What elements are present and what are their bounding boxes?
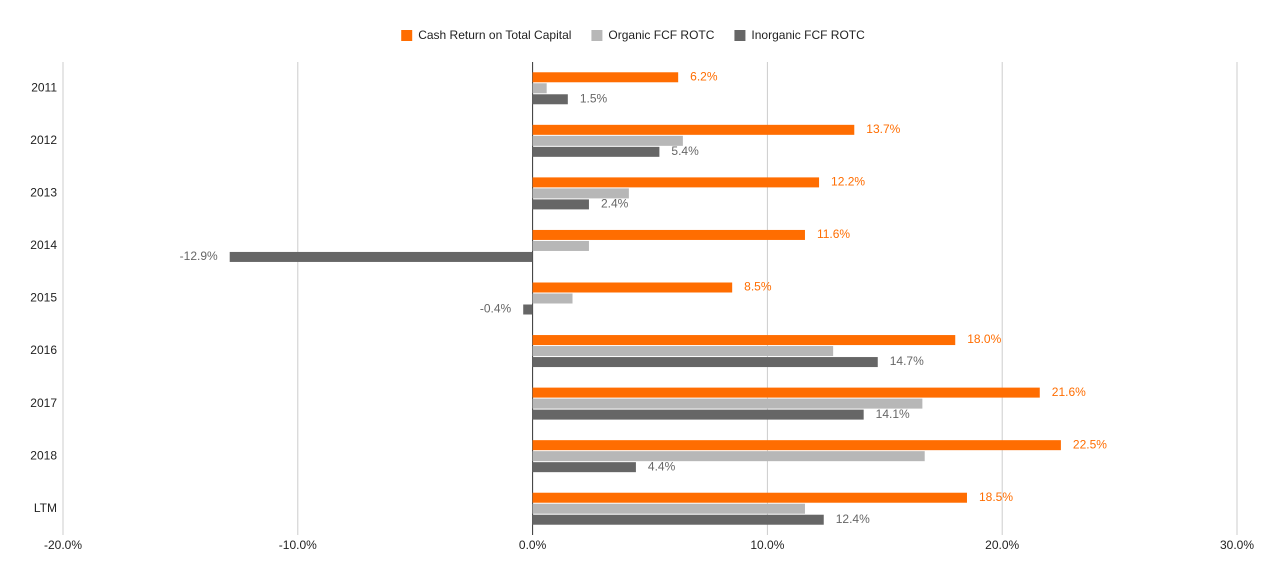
bar (532, 188, 629, 199)
bar (532, 72, 679, 83)
data-label: 12.2% (831, 175, 865, 189)
bar (532, 492, 967, 503)
y-tick-label: 2016 (30, 343, 57, 357)
bar (229, 251, 533, 262)
data-label: 18.0% (967, 332, 1001, 346)
bar (523, 304, 533, 315)
bar (532, 335, 956, 346)
bar (532, 409, 864, 420)
bar (532, 94, 568, 105)
data-label: 5.4% (671, 144, 699, 158)
bar (532, 514, 824, 525)
bar (532, 462, 636, 473)
bar (532, 177, 820, 188)
x-tick-label: -20.0% (44, 538, 82, 552)
bar (532, 346, 834, 357)
data-label: 18.5% (979, 490, 1013, 504)
x-tick-label: 10.0% (750, 538, 784, 552)
data-label: 22.5% (1073, 437, 1107, 451)
bar (532, 240, 589, 251)
bar (532, 357, 878, 368)
data-label: 14.7% (890, 354, 924, 368)
data-label: 13.7% (866, 122, 900, 136)
legend-swatch (591, 30, 603, 41)
x-tick-label: 20.0% (985, 538, 1019, 552)
data-label: 11.6% (817, 227, 850, 241)
x-tick-label: -10.0% (279, 538, 317, 552)
data-label: -0.4% (480, 302, 512, 316)
y-tick-label: 2011 (31, 80, 57, 94)
bar (532, 440, 1061, 451)
legend-label: Organic FCF ROTC (608, 28, 714, 42)
y-tick-label: 2013 (30, 186, 57, 200)
legend-swatch (734, 30, 746, 41)
y-tick-label: 2015 (30, 291, 57, 305)
legend-label: Inorganic FCF ROTC (751, 28, 865, 42)
data-label: 21.6% (1052, 385, 1086, 399)
x-tick-label: 0.0% (519, 538, 547, 552)
data-label: 6.2% (690, 69, 718, 83)
bar (532, 124, 855, 135)
x-tick-label: 30.0% (1220, 538, 1254, 552)
bar (532, 503, 805, 514)
y-tick-label: 2018 (30, 448, 57, 462)
y-tick-label: 2014 (30, 238, 57, 252)
bar (532, 229, 805, 240)
bar (532, 199, 589, 210)
y-tick-label: 2017 (30, 396, 57, 410)
data-label: 2.4% (601, 197, 629, 211)
bar (532, 398, 923, 409)
legend-label: Cash Return on Total Capital (418, 28, 571, 42)
data-label: -12.9% (180, 249, 218, 263)
bar (532, 293, 573, 304)
data-label: 12.4% (836, 512, 870, 526)
bar (532, 282, 733, 293)
legend-swatch (401, 30, 413, 41)
y-tick-label: 2012 (30, 133, 57, 147)
bar (532, 387, 1040, 398)
bar (532, 135, 683, 146)
data-label: 8.5% (744, 280, 772, 294)
data-label: 1.5% (580, 91, 608, 105)
bar (532, 146, 660, 157)
bar (532, 83, 547, 94)
bar (532, 451, 925, 462)
data-label: 4.4% (648, 459, 676, 473)
data-label: 14.1% (876, 407, 910, 421)
y-tick-label: LTM (34, 501, 57, 515)
